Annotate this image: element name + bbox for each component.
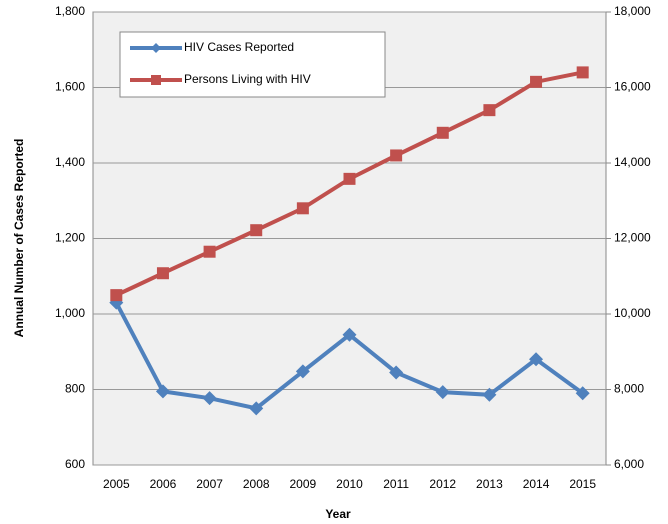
data-point bbox=[576, 66, 589, 79]
x-tick-label: 2009 bbox=[290, 477, 317, 491]
data-point bbox=[296, 202, 309, 215]
data-point bbox=[250, 224, 263, 237]
y2-tick-label: 10,000 bbox=[614, 306, 651, 320]
data-point bbox=[110, 289, 123, 302]
x-tick-label: 2011 bbox=[383, 477, 409, 491]
data-point bbox=[530, 75, 543, 88]
data-point bbox=[155, 384, 170, 399]
y-tick-label: 1,600 bbox=[55, 80, 85, 94]
data-point bbox=[202, 391, 217, 406]
y-tick-label: 1,400 bbox=[55, 155, 85, 169]
data-point bbox=[156, 267, 169, 280]
data-point bbox=[342, 327, 357, 342]
x-tick-label: 2010 bbox=[336, 477, 363, 491]
x-tick-label: 2006 bbox=[150, 477, 177, 491]
y2-tick-label: 16,000 bbox=[614, 80, 651, 94]
y-tick-label: 1,000 bbox=[55, 306, 85, 320]
y2-tick-label: 6,000 bbox=[614, 457, 644, 471]
legend-label: HIV Cases Reported bbox=[184, 40, 294, 54]
legend-label: Persons Living with HIV bbox=[184, 72, 311, 86]
y-tick-label: 800 bbox=[65, 382, 85, 396]
data-point bbox=[203, 245, 216, 258]
y2-tick-label: 8,000 bbox=[614, 382, 644, 396]
x-tick-label: 2007 bbox=[196, 477, 223, 491]
y2-tick-label: 14,000 bbox=[614, 155, 651, 169]
y2-tick-label: 18,000 bbox=[614, 4, 651, 18]
data-point bbox=[529, 352, 544, 367]
data-point bbox=[390, 149, 403, 162]
legend-marker bbox=[151, 75, 161, 85]
y-tick-label: 600 bbox=[65, 457, 85, 471]
data-point bbox=[575, 386, 590, 401]
data-point bbox=[435, 385, 450, 400]
x-tick-label: 2013 bbox=[476, 477, 503, 491]
legend-box bbox=[119, 31, 386, 98]
data-point bbox=[483, 104, 496, 117]
y-tick-label: 1,200 bbox=[55, 231, 85, 245]
x-tick-label: 2012 bbox=[429, 477, 456, 491]
legend-marker bbox=[151, 43, 161, 53]
data-point bbox=[249, 401, 264, 416]
x-tick-label: 2008 bbox=[243, 477, 270, 491]
data-point bbox=[482, 387, 497, 402]
data-point bbox=[343, 172, 356, 185]
x-tick-label: 2005 bbox=[103, 477, 130, 491]
y-tick-label: 1,800 bbox=[55, 4, 85, 18]
data-point bbox=[436, 126, 449, 139]
x-tick-label: 2015 bbox=[569, 477, 596, 491]
x-tick-label: 2014 bbox=[523, 477, 550, 491]
x-axis-label: Year bbox=[325, 507, 351, 521]
data-point bbox=[295, 364, 310, 379]
data-point bbox=[389, 365, 404, 380]
y-axis-label: Annual Number of Cases Reported bbox=[12, 139, 26, 338]
y2-tick-label: 12,000 bbox=[614, 231, 651, 245]
